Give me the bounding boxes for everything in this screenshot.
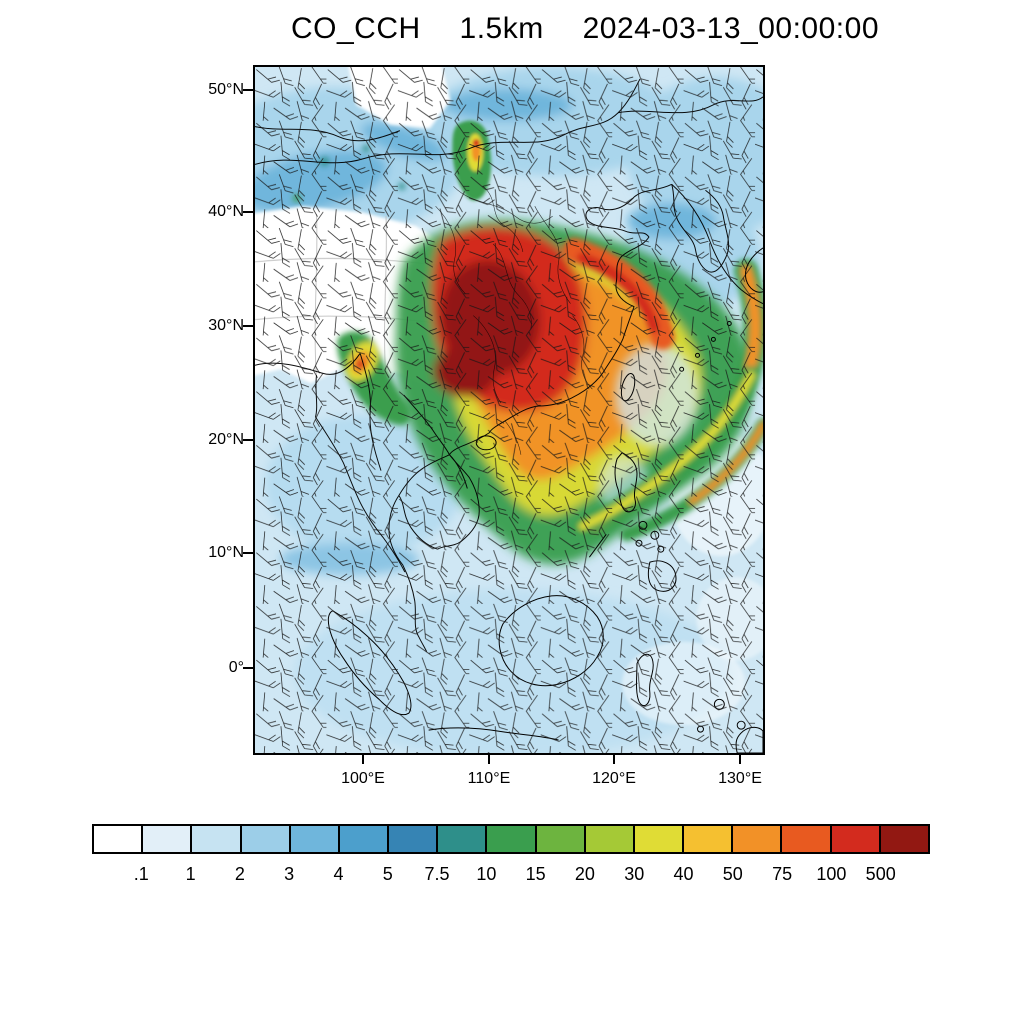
x-tick-label: 130°E — [718, 770, 762, 787]
x-tick-mark — [613, 755, 615, 764]
colorbar-tick-label: 20 — [574, 864, 595, 884]
colorbar-box — [829, 824, 881, 854]
wind-barbs-overlay — [255, 67, 763, 753]
y-tick-mark — [243, 439, 253, 441]
x-tick-mark — [361, 755, 364, 764]
colorbar-tick-label: 7.5 — [424, 864, 450, 884]
colorbar-box — [387, 824, 439, 854]
y-tick-mark — [243, 210, 253, 213]
title-level: 1.5km — [459, 12, 544, 45]
x-tick-mark — [739, 755, 741, 764]
colorbar-box — [632, 824, 685, 854]
y-tick-mark — [243, 666, 253, 669]
colorbar-boxes — [92, 824, 930, 854]
colorbar-box — [141, 824, 193, 854]
colorbar-box — [92, 824, 144, 854]
colorbar-box — [682, 824, 734, 854]
map-plot-area — [253, 65, 765, 755]
y-tick-label: 50°N — [208, 80, 244, 98]
colorbar-box — [239, 824, 291, 854]
colorbar-tick-label: 2 — [234, 864, 245, 884]
colorbar-box — [288, 824, 340, 854]
colorbar-tick-label: .1 — [133, 864, 149, 884]
colorbar: .1 1 2 3 4 5 7.5 10 15 20 30 40 50 75 100 500 — [92, 824, 930, 888]
colorbar-box — [780, 824, 832, 854]
colorbar-box — [436, 824, 488, 854]
map-canvas — [255, 67, 763, 753]
colorbar-box — [190, 824, 242, 854]
y-tick-label: 30°N — [208, 317, 244, 335]
y-tick-label: 0° — [228, 658, 244, 676]
colorbar-box — [878, 824, 930, 854]
colorbar-tick-label: 500 — [865, 864, 896, 884]
y-tick-label: 10°N — [208, 543, 244, 561]
colorbar-box — [534, 824, 586, 854]
plot-title: CO_CCH 1.5km 2024-03-13_00:00:00 — [150, 12, 1020, 46]
colorbar-labels: .1 1 2 3 4 5 7.5 10 15 20 30 40 50 75 100 500 — [92, 864, 930, 888]
colorbar-tick-label: 50 — [722, 864, 743, 884]
colorbar-tick-label: 40 — [673, 864, 694, 884]
colorbar-box — [485, 824, 537, 854]
colorbar-tick-label: 15 — [525, 864, 546, 884]
colorbar-tick-label: 10 — [476, 864, 497, 884]
x-tick-label: 120°E — [592, 770, 636, 787]
y-tick-mark — [243, 325, 253, 328]
x-tick-label: 110°E — [467, 770, 511, 787]
colorbar-tick-label: 30 — [624, 864, 645, 884]
title-variable: CO_CCH — [291, 12, 421, 45]
colorbar-box — [731, 824, 783, 854]
colorbar-tick-label: 5 — [382, 864, 393, 884]
colorbar-tick-label: 4 — [333, 864, 344, 884]
colorbar-tick-label: 3 — [284, 864, 295, 884]
colorbar-box — [583, 824, 635, 854]
y-tick-mark — [243, 551, 253, 554]
colorbar-box — [337, 824, 390, 854]
colorbar-tick-label: 75 — [772, 864, 793, 884]
title-valid-time: 2024-03-13_00:00:00 — [582, 12, 879, 45]
colorbar-tick-label: 1 — [185, 864, 196, 884]
y-tick-label: 20°N — [208, 431, 244, 448]
y-tick-label: 40°N — [208, 202, 244, 220]
x-tick-label: 100°E — [341, 770, 385, 787]
y-tick-mark — [243, 88, 253, 91]
x-tick-mark — [487, 755, 490, 764]
colorbar-tick-label: 100 — [816, 864, 847, 884]
